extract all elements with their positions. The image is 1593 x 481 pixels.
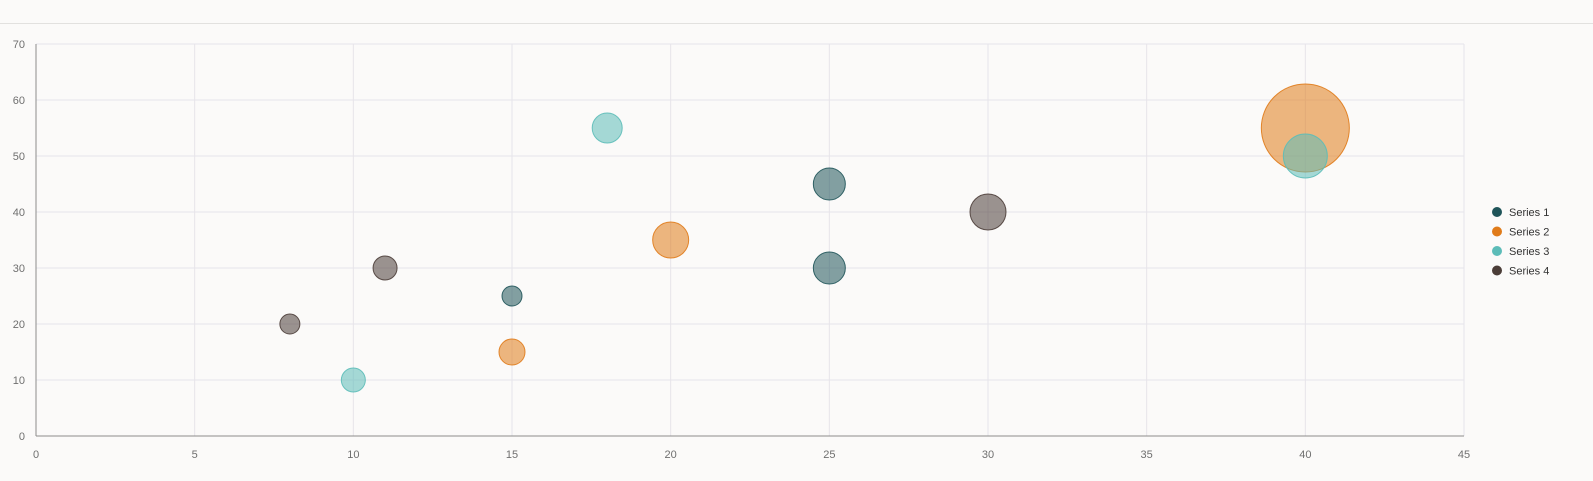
y-tick-label: 0 [19, 431, 25, 443]
y-tick-label: 50 [13, 151, 25, 163]
y-tick-label: 60 [13, 95, 25, 107]
legend-marker [1492, 226, 1502, 237]
bubbles [279, 83, 1350, 393]
bubble-series-2-point-2[interactable] [652, 221, 690, 259]
y-tick-label: 70 [13, 39, 25, 51]
y-tick-label: 20 [13, 319, 25, 331]
legend: Series 1 Series 2 Series 3 Series 4 [1492, 207, 1549, 278]
x-tick-label: 35 [1141, 449, 1153, 461]
y-tick-label: 10 [13, 375, 25, 387]
bubble-series-4-point-1[interactable] [279, 313, 301, 335]
legend-item-series-3[interactable]: Series 3 [1492, 246, 1549, 258]
x-tick-label: 45 [1458, 449, 1470, 461]
legend-label: Series 1 [1509, 207, 1549, 219]
y-tick-label: 30 [13, 263, 25, 275]
x-tick-label: 40 [1299, 449, 1311, 461]
legend-marker [1492, 265, 1502, 276]
gridlines [36, 43, 1465, 436]
y-tick-label: 40 [13, 207, 25, 219]
bubble-series-4-point-3[interactable] [969, 193, 1007, 231]
axes [35, 44, 1464, 437]
x-tick-label: 0 [33, 449, 39, 461]
legend-label: Series 2 [1509, 227, 1549, 239]
x-tick-label: 15 [506, 449, 518, 461]
legend-label: Series 3 [1509, 246, 1549, 258]
legend-marker [1492, 246, 1502, 256]
bubble-series-3-point-2[interactable] [591, 112, 623, 144]
bubble-series-1-point-3[interactable] [812, 167, 846, 201]
x-axis-ticks: 0 5 10 15 20 25 30 35 40 45 [33, 449, 1470, 461]
legend-item-series-2[interactable]: Series 2 [1492, 226, 1549, 239]
x-tick-label: 5 [192, 449, 198, 461]
bubble-series-3-point-3[interactable] [1282, 133, 1328, 179]
x-tick-label: 20 [665, 449, 677, 461]
legend-label: Series 4 [1509, 266, 1549, 278]
bubble-series-2-point-1[interactable] [498, 338, 526, 366]
x-tick-label: 10 [347, 449, 359, 461]
bubble-series-1-point-1[interactable] [501, 285, 523, 307]
y-axis-ticks: 0 10 20 30 40 50 60 70 [13, 39, 25, 443]
x-tick-label: 30 [982, 449, 994, 461]
legend-item-series-4[interactable]: Series 4 [1492, 265, 1549, 278]
bubble-series-1-point-2[interactable] [812, 251, 846, 285]
bubble-series-3-point-1[interactable] [340, 367, 366, 393]
bubble-series-4-point-2[interactable] [372, 255, 398, 281]
legend-marker [1492, 207, 1502, 217]
x-tick-label: 25 [823, 449, 835, 461]
top-divider [0, 23, 1593, 24]
legend-item-series-1[interactable]: Series 1 [1492, 207, 1549, 219]
